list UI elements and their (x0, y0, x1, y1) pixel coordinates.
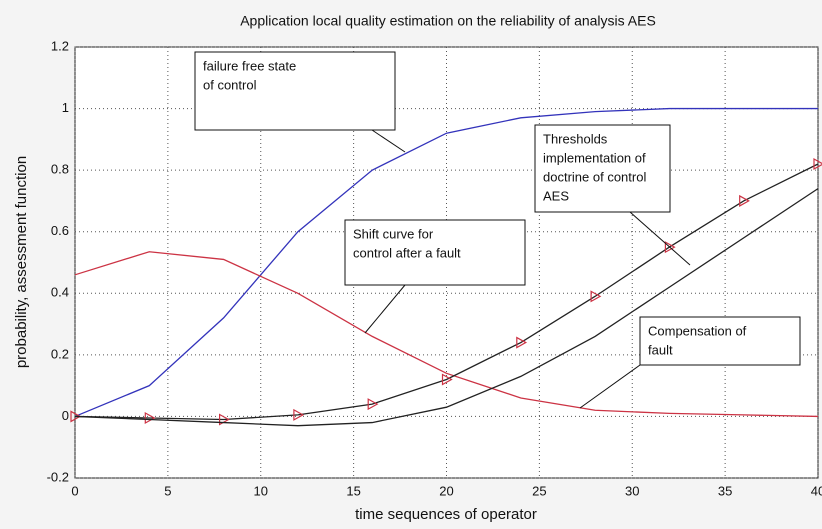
x-tick-label: 25 (532, 483, 546, 498)
marker (813, 157, 822, 171)
annotation-box (534, 124, 671, 213)
marker (70, 410, 82, 423)
marker (293, 408, 305, 421)
annotation-text: failure free state (203, 58, 296, 73)
annotation-text: of control (203, 77, 257, 92)
y-tick-label: 0.2 (51, 346, 69, 361)
x-axis-label: time sequences of operator (355, 506, 537, 523)
y-tick-label: 1.2 (51, 38, 69, 53)
marker (739, 194, 750, 207)
marker (144, 411, 156, 424)
series-line (74, 188, 819, 427)
series-line (74, 251, 819, 418)
annotation-text: AES (543, 188, 569, 203)
x-tick-label: 35 (718, 483, 732, 498)
marker (441, 373, 453, 386)
series-line (74, 163, 819, 421)
x-tick-label: 10 (254, 483, 268, 498)
annotation-box (344, 219, 526, 286)
y-tick-label: 0.8 (51, 162, 69, 177)
marker (664, 241, 676, 254)
annotation-leader (629, 211, 691, 266)
annotation-box (639, 316, 801, 366)
x-tick-label: 15 (346, 483, 360, 498)
y-axis-label: probability, assessment function (13, 156, 30, 368)
annotation-text: implementation of (543, 150, 646, 165)
series-line (74, 107, 818, 418)
y-tick-label: 0.6 (51, 223, 69, 238)
annotation-text: doctrine of control (543, 169, 646, 184)
x-tick-label: 20 (439, 483, 453, 498)
y-tick-label: 0 (62, 408, 69, 423)
marker (367, 398, 379, 411)
annotation-text: fault (648, 342, 673, 357)
annotation-text: Thresholds (543, 131, 608, 146)
x-tick-label: 30 (625, 483, 639, 498)
annotation-leader (364, 284, 406, 334)
y-tick-label: 1 (62, 100, 69, 115)
marker (590, 290, 602, 303)
annotation-leader (579, 364, 641, 409)
x-tick-label: 5 (164, 483, 171, 498)
x-tick-label: 0 (71, 483, 78, 498)
x-tick-label: 40 (811, 483, 822, 498)
chart-title: Application local quality estimation on … (240, 13, 656, 29)
y-tick-label: -0.2 (47, 469, 69, 484)
annotation-text: Shift curve for (353, 226, 434, 241)
y-tick-label: 0.4 (51, 285, 69, 300)
marker (516, 336, 528, 349)
annotation-box (194, 51, 396, 131)
annotation-text: Compensation of (648, 323, 747, 338)
annotation-leader (371, 129, 406, 153)
annotation-text: control after a fault (353, 245, 461, 260)
